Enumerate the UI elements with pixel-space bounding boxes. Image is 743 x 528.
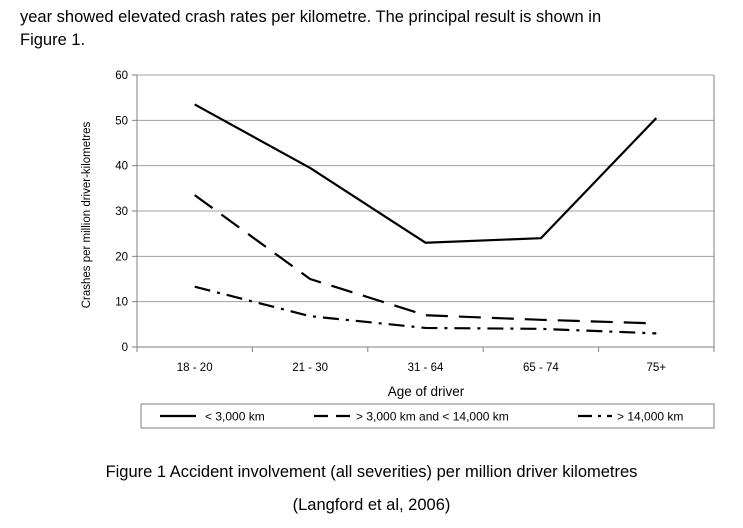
series-line-1	[194, 194, 657, 325]
figure-citation: (Langford et al, 2006)	[292, 496, 451, 514]
legend-label-2: > 14,000 km	[617, 410, 683, 424]
x-tick-label-1: 21 - 30	[292, 362, 328, 374]
y-tick-label-60: 60	[115, 70, 128, 82]
figure-caption: Figure 1 Accident involvement (all sever…	[105, 463, 638, 481]
intro-line-1: year showed elevated crash rates per kil…	[20, 8, 602, 26]
series-lines	[194, 103, 658, 335]
legend-label-0: < 3,000 km	[205, 410, 265, 424]
series-line-2	[194, 285, 657, 335]
x-tick-label-0: 18 - 20	[177, 362, 213, 374]
crash-rate-chart: 0 10 20 30 40 50 60 18 - 20 21 - 30 31 - 64 65 - 7…	[81, 70, 715, 429]
y-tick-label-40: 40	[115, 161, 128, 173]
y-tick-label-30: 30	[115, 206, 128, 218]
legend-label-1: > 3,000 km and < 14,000 km	[356, 410, 509, 424]
legend-box	[140, 403, 715, 429]
y-axis-title: Crashes per million driver-kilometres	[81, 121, 93, 308]
axes: 0 10 20 30 40 50 60 18 - 20 21 - 30 31 - 64 65 - 7…	[115, 70, 715, 374]
x-axis-title: Age of driver	[388, 384, 465, 399]
x-tick-label-3: 65 - 74	[523, 362, 559, 374]
legend: < 3,000 km > 3,000 km and < 14,000 km > 14…	[140, 403, 715, 429]
y-tick-label-0: 0	[122, 342, 128, 354]
x-tick-label-2: 31 - 64	[408, 362, 444, 374]
intro-line-2: Figure 1.	[20, 31, 86, 49]
x-tick-label-4: 75+	[647, 362, 667, 374]
grid-lines	[137, 74, 714, 303]
intro-paragraph: year showed elevated crash rates per kil…	[20, 6, 735, 52]
y-tick-label-50: 50	[115, 115, 128, 127]
y-tick-label-20: 20	[115, 251, 128, 263]
series-line-0	[194, 103, 658, 244]
y-tick-label-10: 10	[115, 297, 128, 309]
